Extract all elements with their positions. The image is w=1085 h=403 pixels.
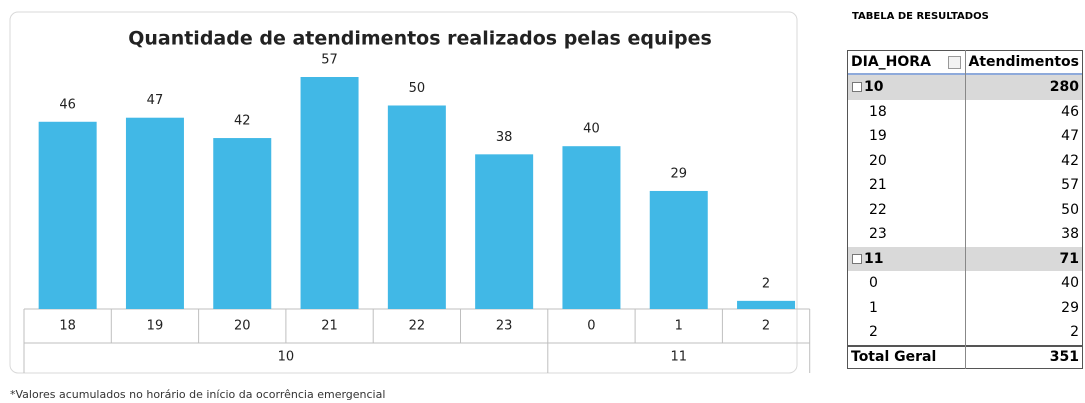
filter-button: [948, 56, 961, 69]
bar: [387, 105, 446, 309]
bar: [38, 121, 97, 309]
bar: [562, 146, 621, 309]
table-title: TABELA DE RESULTADOS: [852, 11, 989, 22]
group-total: 71: [1059, 250, 1079, 267]
value-label: 46: [59, 97, 76, 112]
row-value: 46: [1061, 103, 1079, 120]
value-label: 42: [234, 114, 251, 129]
row-value: 57: [1061, 177, 1079, 193]
value-label: 29: [670, 166, 687, 181]
group-total: 280: [1049, 79, 1079, 95]
value-label: 57: [321, 53, 338, 68]
x-tick-label: 23: [496, 319, 513, 334]
row-label: 22: [869, 201, 887, 218]
x-tick-label: 0: [587, 319, 595, 334]
row-label: 21: [869, 177, 887, 193]
value-label: 38: [496, 130, 513, 145]
bar: [737, 300, 796, 309]
column-divider: [965, 50, 966, 369]
group-label: 10: [278, 350, 295, 365]
row-label: 0: [869, 275, 878, 291]
row-value: 2: [1070, 324, 1079, 340]
bar: [649, 190, 708, 309]
row-label: 23: [869, 226, 887, 242]
header-cell: Atendimentos: [968, 54, 1079, 70]
row-value: 40: [1061, 275, 1079, 291]
value-label: 50: [409, 81, 426, 96]
x-tick-label: 20: [234, 319, 251, 334]
row-label: 18: [869, 103, 887, 120]
x-tick-label: 22: [409, 319, 426, 334]
row-label: 2: [869, 324, 878, 340]
pivot-table: TABELA DE RESULTADOS DIA_HORA Atendimento…: [847, 0, 1083, 403]
x-tick-label: 19: [147, 319, 164, 334]
row-value: 42: [1061, 152, 1079, 169]
value-label: 2: [762, 276, 770, 291]
bar: [213, 138, 272, 309]
group-label: 11: [670, 350, 687, 365]
footnote: *Valores acumulados no horário de início…: [10, 388, 386, 401]
x-tick-label: 18: [59, 319, 76, 334]
chart: Quantidade de atendimentos realizados pe…: [9, 11, 811, 374]
row-label: 1: [869, 299, 878, 316]
row-value: 47: [1061, 128, 1079, 144]
collapse-icon: [852, 82, 862, 92]
chart-title: Quantidade de atendimentos realizados pe…: [128, 28, 712, 50]
x-tick-label: 1: [675, 319, 683, 334]
bar: [125, 117, 184, 309]
bar: [475, 154, 534, 309]
x-tick-label: 21: [321, 319, 338, 334]
row-value: 38: [1061, 226, 1079, 242]
total-label: Total Geral: [851, 348, 937, 365]
value-label: 47: [147, 93, 164, 108]
collapse-icon: [852, 253, 862, 264]
row-label: 20: [869, 152, 887, 169]
group-label: 10: [864, 79, 884, 95]
x-tick-label: 2: [762, 319, 770, 334]
row-value: 50: [1061, 201, 1079, 218]
bar: [300, 77, 359, 309]
total-value: 351: [1049, 348, 1079, 365]
header-cell: DIA_HORA: [851, 54, 931, 70]
value-label: 40: [583, 122, 600, 137]
group-label: 11: [864, 250, 884, 267]
row-value: 29: [1061, 299, 1079, 316]
row-label: 19: [869, 128, 887, 144]
